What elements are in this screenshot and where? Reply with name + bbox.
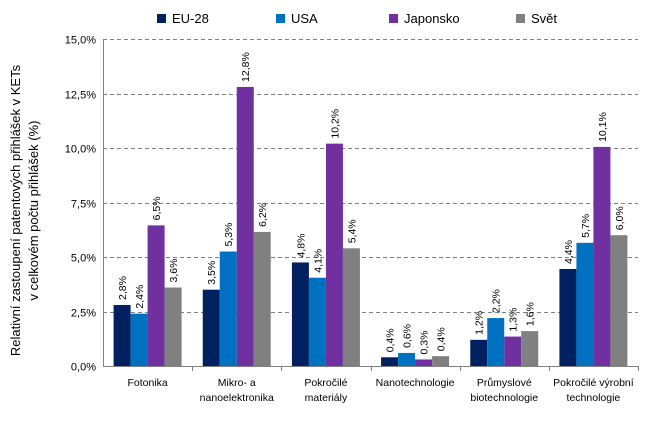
y-axis-title: Relativní zastoupení patentových přihláš…: [8, 64, 41, 356]
bar-usa: [398, 352, 416, 366]
data-label: 1,2%: [474, 311, 486, 335]
data-label: 3,6%: [168, 259, 180, 283]
data-label: 0,4%: [436, 327, 448, 351]
x-category-label: Průmyslové: [477, 377, 532, 389]
x-category-label: materiály: [305, 392, 348, 404]
bar-japonsko: [147, 225, 165, 366]
y-tick-label: 2,5%: [71, 308, 96, 320]
y-axis-title-line: Relativní zastoupení patentových přihláš…: [8, 64, 23, 356]
data-label: 0,3%: [419, 331, 431, 355]
data-label: 0,4%: [385, 328, 397, 352]
legend-swatch: [389, 14, 398, 23]
legend-label: EU-28: [172, 11, 209, 26]
y-tick-label: 15,0%: [65, 35, 96, 47]
data-label: 3,5%: [206, 261, 218, 285]
data-label: 2,4%: [134, 285, 146, 309]
x-category-label: Mikro- a: [218, 377, 256, 389]
bar-svět: [432, 356, 450, 366]
bar-svět: [342, 248, 360, 366]
x-category-label: nanoelektronika: [200, 392, 274, 404]
data-label: 4,8%: [295, 234, 307, 258]
axes: 0,0% 2,5% 5,0% 7,5% 10,0% 12,5% 15,0% Fotonika M…: [65, 35, 639, 404]
bar-eu-28: [559, 268, 577, 366]
bar-japonsko: [593, 146, 611, 366]
bar-svět: [164, 287, 182, 366]
bars: [113, 86, 628, 367]
y-tick-label: 7,5%: [71, 199, 96, 211]
bar-usa: [219, 251, 237, 366]
bar-svět: [521, 331, 539, 366]
x-category-label: Pokročilé: [304, 377, 347, 389]
legend-swatch: [157, 14, 166, 23]
data-label: 2,2%: [491, 289, 503, 313]
y-tick-label: 0,0%: [71, 362, 96, 374]
data-label: 5,4%: [346, 219, 358, 243]
bar-usa: [576, 242, 594, 366]
data-labels: 2,8% 2,4% 6,5% 3,6% 3,5% 5,3% 12,8% 6,2% 4,8% 4,1…: [117, 52, 626, 354]
legend: EU-28 USA Japonsko Svět: [157, 11, 557, 26]
data-label: 2,8%: [117, 276, 129, 300]
data-label: 4,4%: [563, 240, 575, 264]
bar-eu-28: [381, 357, 399, 366]
gridlines: [103, 39, 638, 313]
bar-japonsko: [504, 336, 522, 366]
y-axis-title-line: v celkovém počtu přihlášek (%): [26, 121, 41, 301]
data-label: 10,1%: [597, 112, 609, 142]
data-label: 10,2%: [329, 109, 341, 139]
data-label: 1,3%: [508, 308, 520, 332]
x-category-label: technologie: [567, 392, 621, 404]
legend-swatch: [516, 14, 525, 23]
data-label: 6,5%: [151, 196, 163, 220]
data-label: 4,1%: [312, 249, 324, 273]
y-tick-label: 5,0%: [71, 253, 96, 265]
x-category-label: Pokročilé výrobní: [553, 377, 634, 389]
data-label: 5,7%: [580, 214, 592, 238]
bar-japonsko: [325, 143, 343, 366]
x-category-label: biotechnologie: [470, 392, 538, 404]
data-label: 0,6%: [402, 324, 414, 348]
legend-label: Japonsko: [404, 11, 460, 26]
data-label: 1,6%: [525, 302, 537, 326]
y-tick-label: 10,0%: [65, 144, 96, 156]
bar-eu-28: [202, 289, 220, 366]
x-category-label: Nanotechnologie: [376, 377, 455, 389]
bar-svět: [610, 235, 628, 366]
legend-label: USA: [291, 11, 318, 26]
data-label: 6,0%: [614, 206, 626, 230]
bar-eu-28: [470, 339, 488, 366]
y-tick-label: 12,5%: [65, 90, 96, 102]
bar-japonsko: [415, 359, 433, 366]
data-label: 6,2%: [257, 203, 269, 227]
data-label: 5,3%: [223, 223, 235, 247]
bar-usa: [130, 313, 148, 366]
bar-eu-28: [291, 262, 309, 366]
bar-eu-28: [113, 304, 131, 366]
bar-japonsko: [236, 86, 254, 367]
bar-svět: [253, 231, 271, 366]
bar-usa: [487, 318, 505, 366]
x-category-label: Fotonika: [127, 377, 167, 389]
data-label: 12,8%: [240, 52, 252, 82]
bar-usa: [308, 277, 326, 366]
legend-swatch: [276, 14, 285, 23]
legend-label: Svět: [531, 11, 557, 26]
